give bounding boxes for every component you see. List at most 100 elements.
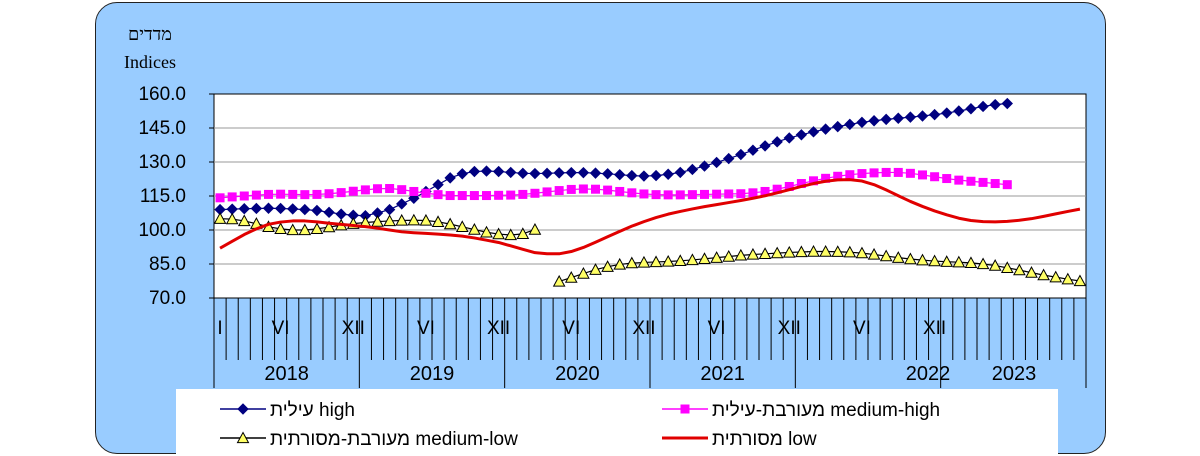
point-medium_low: [661, 254, 675, 267]
point-medium_low: [649, 255, 663, 268]
point-medium_low: [710, 251, 723, 263]
point-medium_low: [564, 271, 578, 283]
point-medium_low: [904, 252, 917, 265]
point-high: [965, 103, 977, 115]
point-medium_low: [480, 225, 493, 238]
point-medium_low: [468, 222, 481, 235]
point-medium_high: [324, 189, 334, 199]
y-tick-label: 160.0: [138, 84, 186, 105]
point-medium_high: [445, 191, 455, 201]
point-medium_low: [916, 253, 929, 266]
point-medium_low: [552, 274, 566, 287]
point-medium_low: [237, 214, 251, 227]
point-medium_low: [988, 259, 1002, 271]
point-medium_high: [239, 191, 249, 201]
point-medium_low: [1037, 268, 1050, 281]
point-medium_low: [504, 228, 518, 241]
point-medium_high: [736, 189, 746, 199]
point-high: [1001, 97, 1013, 110]
point-medium_low: [891, 251, 905, 263]
point-medium_low: [516, 227, 530, 240]
point-medium_high: [954, 175, 964, 185]
point-medium_high: [251, 190, 261, 200]
point-medium_low: [855, 246, 869, 259]
point-medium_low: [274, 222, 287, 235]
point-high: [517, 167, 529, 180]
point-high: [698, 160, 711, 172]
point-high: [541, 167, 553, 180]
point-medium_high: [433, 190, 443, 200]
point-high: [577, 166, 590, 179]
point-medium_high: [700, 189, 709, 199]
point-medium_high: [469, 191, 479, 201]
series-high: [214, 97, 1013, 222]
point-medium_high: [336, 188, 346, 198]
point-high: [238, 202, 250, 215]
x-month-label: VI: [853, 318, 871, 339]
point-medium_high: [627, 188, 637, 198]
y-tick-label: 115.0: [140, 186, 186, 207]
x-month-label: VI: [417, 318, 435, 339]
x-month-label: VI: [272, 318, 290, 339]
point-high: [311, 204, 323, 217]
point-medium_high: [821, 173, 831, 183]
point-medium_low: [758, 247, 772, 259]
point-medium_high: [784, 181, 794, 191]
point-high: [832, 120, 844, 133]
point-high: [723, 152, 735, 165]
point-medium_low: [819, 244, 832, 257]
point-high: [844, 118, 856, 131]
point-medium_low: [746, 247, 760, 260]
point-high: [747, 144, 759, 156]
point-medium_low: [528, 222, 542, 235]
point-high: [601, 168, 614, 180]
point-medium_low: [722, 249, 736, 262]
point-medium_high: [918, 170, 927, 180]
point-medium_high: [409, 186, 419, 196]
point-high: [432, 178, 444, 191]
point-high: [783, 132, 795, 144]
point-medium_high: [930, 172, 940, 182]
point-medium_low: [395, 213, 409, 226]
point-medium_high: [518, 189, 528, 199]
legend-swatch-marker: [680, 404, 690, 414]
point-medium_low: [310, 222, 324, 235]
point-medium_low: [952, 255, 966, 268]
point-medium_low: [807, 244, 820, 257]
point-medium_low: [213, 212, 227, 224]
y-axis-label-english: Indices: [124, 52, 176, 72]
point-high: [250, 202, 263, 215]
point-medium_high: [300, 190, 310, 200]
legend-label: מסורתית low: [712, 429, 817, 450]
point-medium_high: [712, 189, 722, 199]
point-medium_high: [506, 190, 516, 200]
point-high: [928, 108, 941, 121]
point-high: [396, 198, 408, 210]
point-high: [892, 112, 904, 124]
point-medium_high: [833, 171, 843, 181]
point-medium_low: [613, 257, 627, 270]
point-medium_high: [615, 186, 625, 196]
point-high: [274, 202, 287, 215]
point-high: [662, 168, 674, 180]
point-high: [614, 168, 626, 181]
point-high: [977, 100, 989, 113]
point-high: [868, 115, 880, 127]
point-high: [626, 169, 638, 182]
point-medium_high: [397, 185, 407, 195]
point-medium_low: [686, 253, 699, 266]
point-high: [904, 111, 917, 123]
point-medium_high: [1002, 180, 1012, 190]
point-medium_low: [770, 246, 784, 259]
point-medium_high: [276, 189, 286, 199]
point-medium_high: [482, 191, 491, 201]
point-medium_low: [976, 257, 990, 270]
x-year-label: 2018: [264, 363, 309, 385]
point-medium_high: [494, 190, 504, 200]
point-medium_high: [869, 168, 879, 178]
point-medium_low: [1061, 272, 1075, 285]
legend: [176, 389, 1058, 455]
point-medium_high: [373, 184, 382, 194]
point-medium_high: [748, 188, 758, 198]
